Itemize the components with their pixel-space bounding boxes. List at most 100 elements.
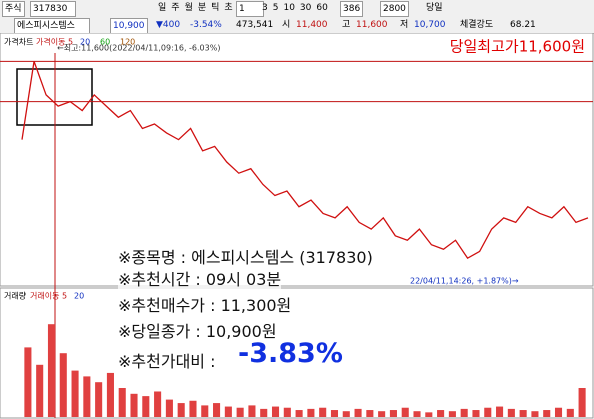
volume-bar: [389, 410, 397, 417]
change: ▼400: [156, 20, 181, 30]
minute-button[interactable]: 30: [299, 3, 312, 13]
count[interactable]: 386: [340, 1, 364, 17]
volume-bar: [71, 370, 79, 417]
volume-bar: [401, 407, 409, 417]
volume-bar: [142, 396, 150, 417]
volume-bar: [165, 399, 173, 417]
period-button[interactable]: 초: [224, 3, 233, 13]
volume-bar: [484, 407, 492, 417]
volume-bar: [578, 388, 586, 417]
high-label: 고: [342, 20, 351, 30]
volume-bar: [330, 410, 339, 417]
annotation-low: 22/04/11,14:26, +1.87%)→: [410, 277, 519, 286]
volume-bar: [260, 408, 268, 417]
minute-button[interactable]: 60: [316, 3, 328, 13]
price: 10,900: [110, 18, 148, 34]
volume-bar: [543, 410, 551, 417]
strength: 68.21: [510, 20, 536, 30]
period-button[interactable]: 틱: [211, 3, 220, 13]
volume-bar: [83, 376, 91, 417]
volume-bar: [460, 408, 468, 417]
rate: -3.54%: [190, 20, 222, 30]
volume-bar: [224, 406, 232, 417]
annotation-high: ←최고:11,600(2022/04/11,09:16, -6.03%): [57, 43, 220, 53]
legend-label: 가격차트: [4, 37, 33, 47]
volume-bar: [519, 410, 527, 417]
volume-bar: [437, 410, 445, 417]
overlay-result: -3.83%: [238, 338, 343, 369]
chart: 가격차트 가격이동 5 20 60 120←최고:11,600(2022/04/11,0…: [0, 33, 594, 419]
volume-bar: [378, 411, 386, 417]
volume-bar: [248, 405, 256, 417]
overlay-line: ※추천시간 : 09시 03분: [118, 266, 282, 290]
overlay-line: ※당일종가 : 10,900원: [118, 318, 277, 342]
legend-label: 거래량: [4, 291, 27, 301]
strength-label: 체결강도: [460, 20, 494, 30]
period-button[interactable]: 주: [171, 3, 180, 13]
volume-bar: [366, 410, 374, 417]
legend-label: 거래이동 5: [30, 291, 67, 301]
volume-bar: [342, 411, 350, 417]
volume-bar: [24, 347, 32, 417]
volume-bar: [354, 408, 362, 417]
legend-label: 20: [74, 292, 84, 301]
low: 10,700: [414, 20, 446, 30]
volume-bar: [236, 407, 244, 417]
volume-bar: [319, 407, 327, 417]
period-button[interactable]: 분: [197, 3, 207, 13]
today[interactable]: 당일: [426, 3, 443, 13]
minute-button[interactable]: 5: [272, 3, 279, 13]
price-pane: [0, 33, 594, 287]
volume-bar: [295, 410, 303, 417]
count2[interactable]: 2800: [380, 1, 409, 17]
unit[interactable]: 1: [236, 1, 264, 17]
volume-bar: [271, 406, 280, 417]
volume-bar: [213, 403, 221, 417]
market-select[interactable]: 주식: [2, 1, 25, 17]
overlay-line: ※종목명 : 에스피시스템스 (317830): [118, 244, 373, 268]
open: 11,400: [296, 20, 328, 30]
volume-bar: [472, 410, 480, 417]
volume-bar: [283, 407, 291, 417]
volume-bar: [566, 408, 574, 417]
code-input[interactable]: 317830: [30, 1, 76, 17]
chart-title: 당일최고가11,600원: [450, 38, 585, 56]
open-label: 시: [282, 20, 291, 30]
legend-label: 60: [100, 38, 110, 47]
legend-label: 20: [80, 38, 90, 47]
volume-bar: [425, 412, 433, 417]
volume-bar: [201, 405, 209, 417]
volume-bar: [496, 406, 504, 417]
volume-bar: [531, 411, 539, 417]
stock-name: 에스피시스템스: [14, 18, 90, 34]
volume-bar: [130, 393, 138, 417]
volume-bar: [106, 372, 114, 417]
period-button[interactable]: 일: [158, 3, 167, 13]
minute-button[interactable]: 10: [283, 3, 295, 13]
volume-bar: [118, 388, 126, 417]
volume-bar: [307, 408, 315, 417]
legend-label: 120: [120, 38, 135, 47]
volume-bar: [36, 364, 44, 417]
volume-bar: [154, 391, 162, 417]
volume-bar: [47, 324, 56, 417]
volume-bar: [95, 382, 103, 417]
volume-bar: [177, 403, 185, 417]
minutes: 3 5 10 30 60: [262, 1, 333, 15]
overlay-line: ※추천가대비 :: [118, 348, 216, 372]
price-line: [21, 61, 589, 260]
high: 11,600: [356, 20, 388, 30]
minute-button[interactable]: 3: [262, 3, 268, 13]
volume-bar: [448, 411, 456, 417]
volume: 473,541: [236, 20, 274, 30]
volume-bar: [554, 407, 563, 417]
volume-bar: [507, 408, 515, 417]
period-button[interactable]: 월: [184, 3, 193, 13]
volume-bar: [189, 400, 197, 417]
quote-bar: 에스피시스템스 10,900 ▼400 -3.54% 473,541 시 11,…: [0, 17, 594, 34]
volume-bar: [59, 353, 67, 417]
legend-label: 가격이동 5: [36, 37, 73, 47]
